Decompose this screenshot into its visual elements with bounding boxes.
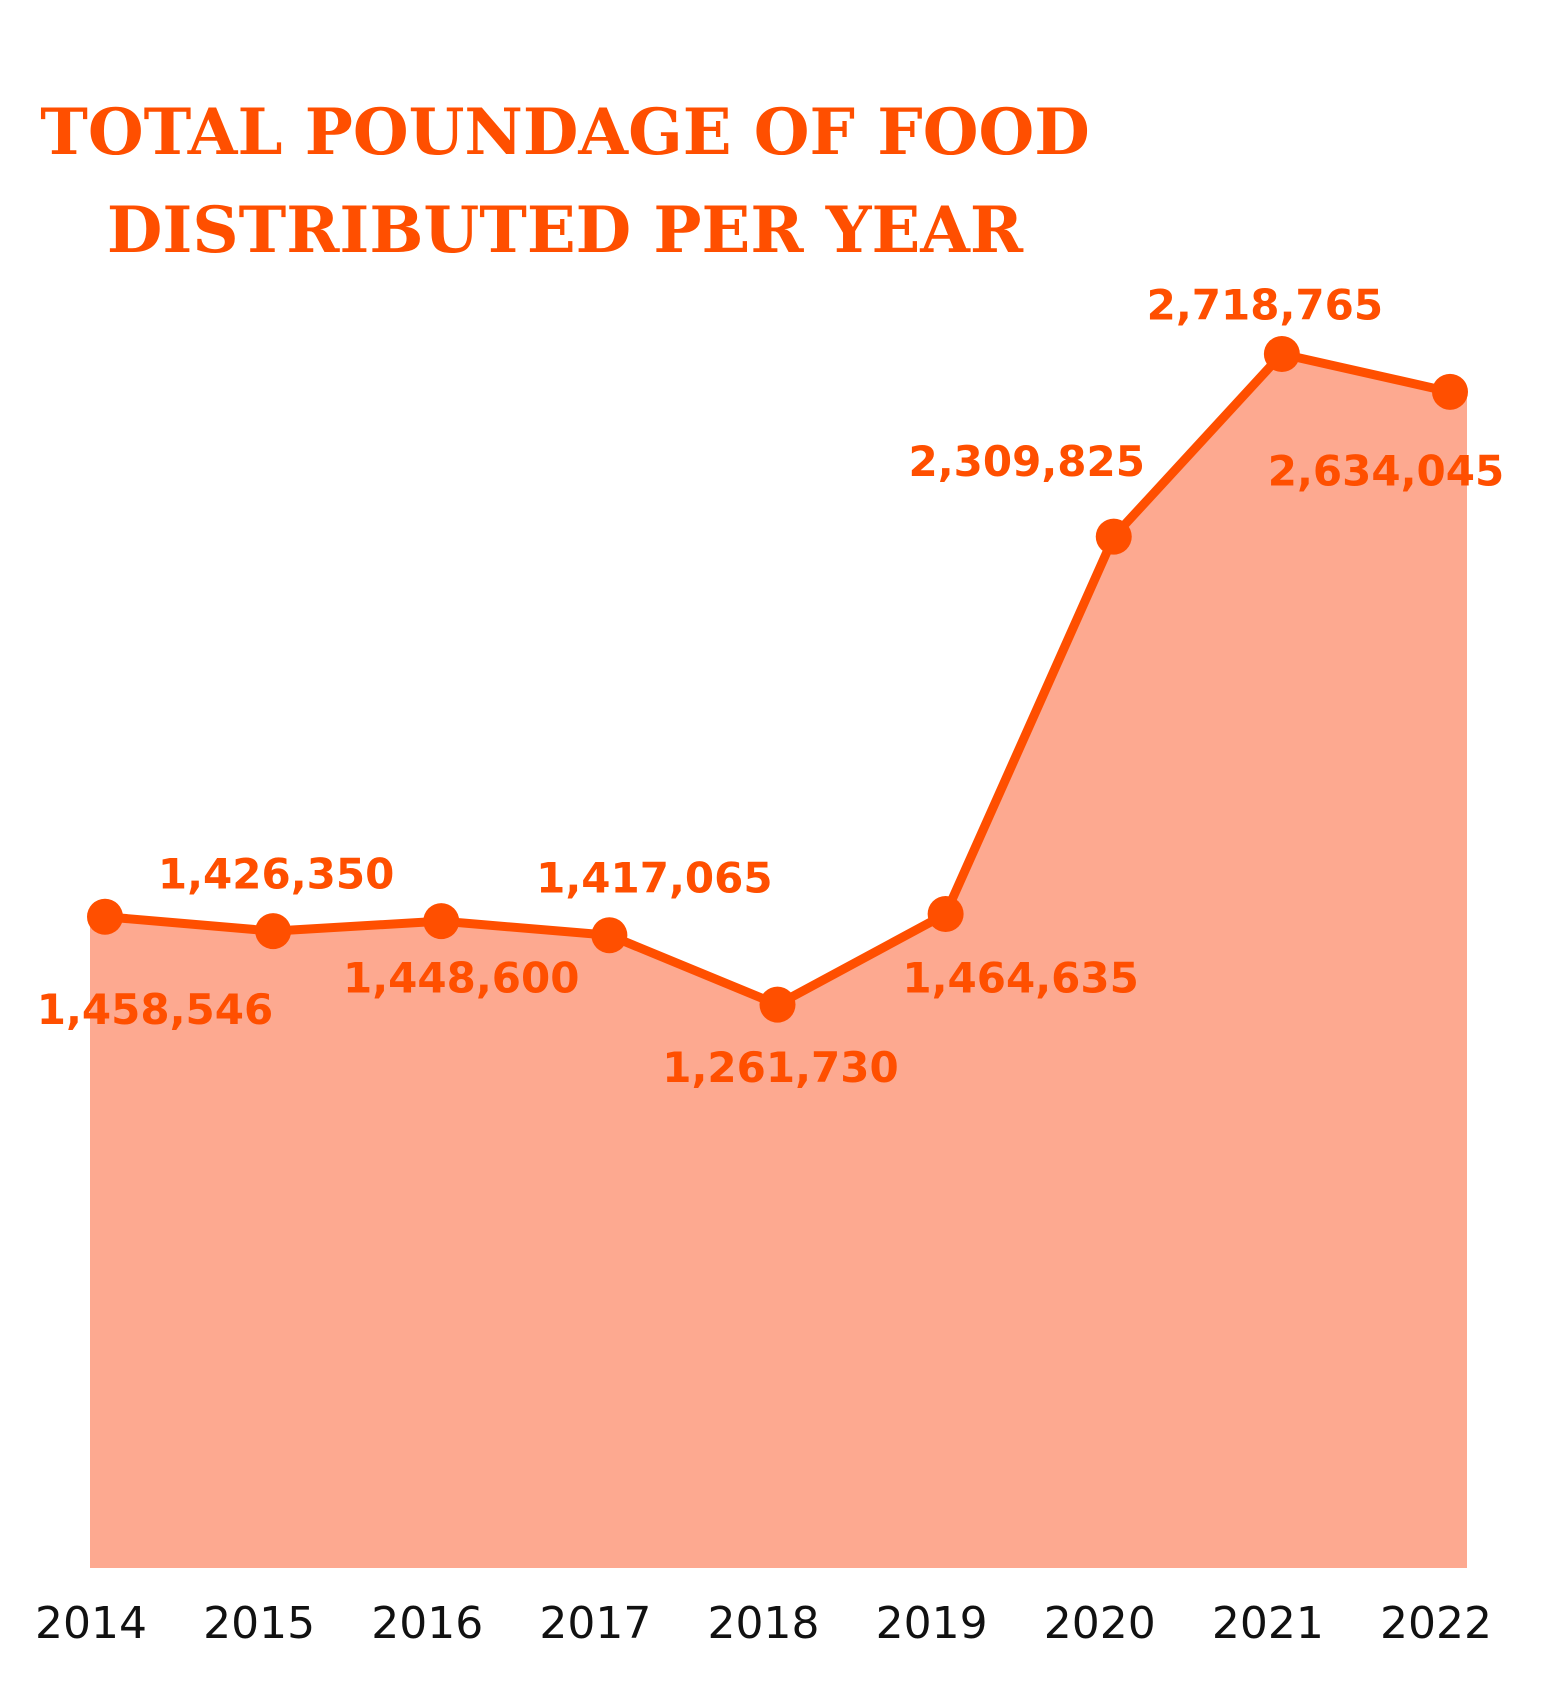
data-label-2017: 1,417,065 [536,854,772,903]
data-label-2015: 1,426,350 [158,850,394,899]
data-point-2015 [255,913,292,950]
x-tick-label-2014: 2014 [35,1598,147,1649]
area-layer [90,354,1467,1568]
data-label-2018: 1,261,730 [662,1043,898,1092]
x-tick-label-2015: 2015 [203,1598,315,1649]
point-layer [87,336,1468,1023]
data-label-layer: 1,458,546 1,426,350 1,448,600 1,417,065 1,26… [37,281,1504,1093]
data-point-2016 [423,903,460,940]
data-point-2020 [1095,518,1132,555]
data-label-2020: 2,309,825 [909,437,1145,486]
data-label-2014: 1,458,546 [37,985,273,1034]
data-point-2022 [1432,373,1468,410]
x-tick-label-2022: 2022 [1380,1598,1492,1649]
data-point-2014 [87,898,123,935]
data-point-2021 [1263,336,1300,372]
data-point-2018 [759,986,796,1023]
data-point-2019 [927,896,964,933]
data-label-2019: 1,464,635 [902,954,1138,1003]
x-tick-label-2020: 2020 [1044,1598,1156,1649]
area-fill [90,354,1467,1568]
x-tick-label-2021: 2021 [1212,1598,1324,1649]
x-tick-label-2017: 2017 [539,1598,651,1649]
chart-title-line-2: DISTRIBUTED PER YEAR [106,193,1024,268]
x-tick-label-2018: 2018 [708,1598,820,1649]
chart-title-line-1: TOTAL POUNDAGE OF FOOD [40,95,1090,170]
chart-title: TOTAL POUNDAGE OF FOOD DISTRIBUTED PER Y… [0,84,1130,280]
data-label-2016: 1,448,600 [343,954,579,1003]
x-axis: 2014 2015 2016 2017 2018 2019 2020 2021 2022 [35,1598,1492,1649]
data-label-2021: 2,718,765 [1147,281,1383,330]
data-label-2022: 2,634,045 [1268,446,1504,495]
data-point-2017 [591,917,628,954]
x-tick-label-2016: 2016 [371,1598,483,1649]
x-tick-label-2019: 2019 [876,1598,988,1649]
